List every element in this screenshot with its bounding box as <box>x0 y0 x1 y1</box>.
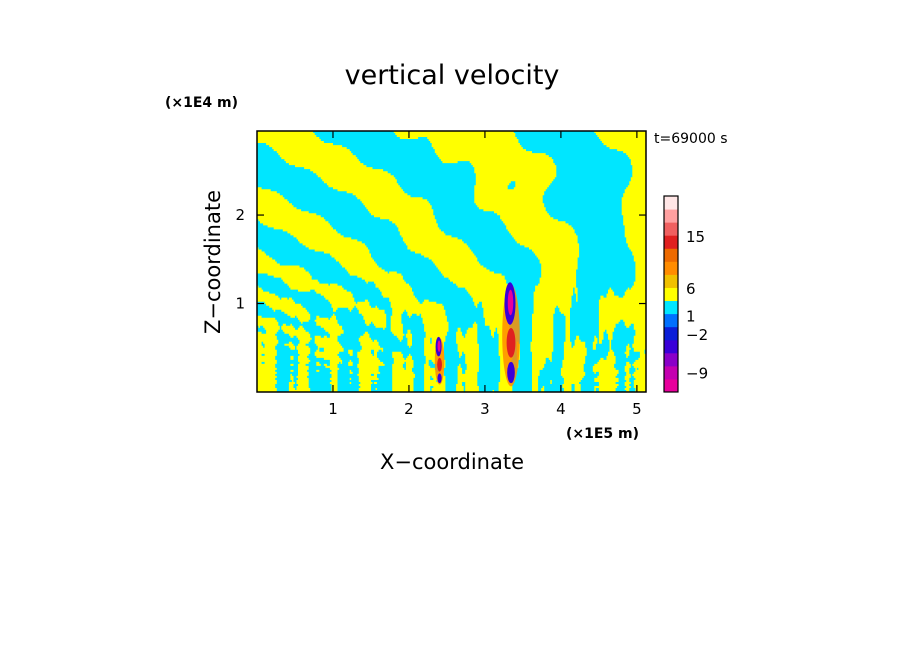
y-unit-label: (×1E4 m) <box>165 95 238 111</box>
colorbar-tick-label: 6 <box>686 280 696 298</box>
colorbar-level <box>664 287 678 302</box>
chart-title: vertical velocity <box>345 60 560 91</box>
velocity-contour-field <box>257 131 646 392</box>
core-updraft <box>506 327 516 358</box>
core-updraft <box>437 357 442 372</box>
colorbar-level <box>664 261 678 275</box>
colorbar-tick-label: −9 <box>686 364 708 382</box>
colorbar-level <box>664 248 678 262</box>
colorbar-level <box>664 196 678 210</box>
colorbar-level <box>664 209 678 223</box>
convective-cores <box>434 282 520 387</box>
x-tick-label: 3 <box>480 400 490 418</box>
core-downdraft-peak <box>507 289 514 316</box>
colorbar-level <box>664 313 678 328</box>
y-tick-label: 2 <box>235 206 245 224</box>
colorbar-level <box>664 300 678 315</box>
colorbar-level <box>664 326 678 341</box>
plot-frame <box>256 130 647 393</box>
time-label: t=69000 s <box>654 131 728 147</box>
colorbar <box>663 195 679 393</box>
core-lower-downdraft <box>437 373 442 384</box>
x-tick-label: 4 <box>556 400 566 418</box>
colorbar-frame <box>663 195 679 393</box>
x-tick-label: 5 <box>632 400 642 418</box>
colorbar-level <box>664 274 678 288</box>
colorbar-tick-labels: 15 6 1−2 −9 <box>686 228 708 382</box>
positive-velocity-band <box>257 131 646 392</box>
colorbar-level <box>664 339 678 354</box>
colorbar-level <box>664 378 678 393</box>
colorbar-level <box>664 222 678 236</box>
y-axis-label: Z−coordinate <box>201 190 225 334</box>
colorbar-tick-label: 1 <box>686 308 696 326</box>
colorbar-tick-label: −2 <box>686 326 708 344</box>
positive-velocity-bands <box>257 131 646 392</box>
x-axis-label: X−coordinate <box>380 450 524 474</box>
y-axis-ticks: 12 <box>235 206 646 313</box>
x-tick-label: 1 <box>328 400 338 418</box>
colorbar-tick-label: 15 <box>686 228 705 246</box>
x-axis-ticks: 1 2 3 4 5 <box>328 131 642 418</box>
x-tick-label: 2 <box>404 400 414 418</box>
colorbar-level <box>664 235 678 249</box>
core-lower-downdraft <box>507 361 515 384</box>
x-unit-label: (×1E5 m) <box>566 426 639 442</box>
colorbar-level <box>664 365 678 380</box>
colorbar-level <box>664 352 678 367</box>
y-tick-label: 1 <box>235 295 245 313</box>
core-downdraft-peak <box>437 340 441 353</box>
